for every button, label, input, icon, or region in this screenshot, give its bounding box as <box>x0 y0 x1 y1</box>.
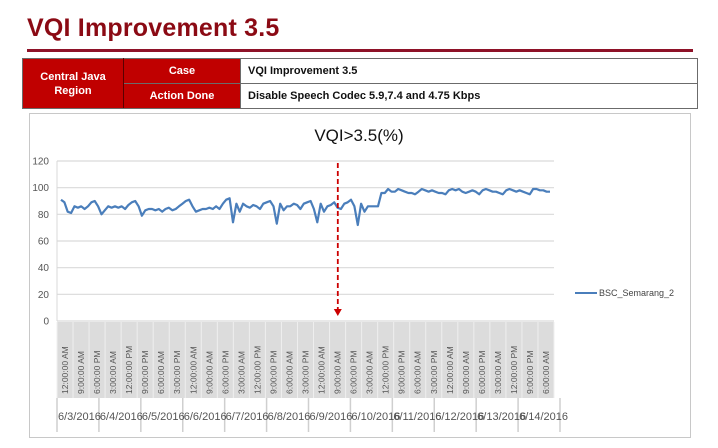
x-tick-label: 3:00:00 PM <box>301 351 311 394</box>
x-date-label: 6/3/2016 <box>58 411 101 423</box>
series-line <box>60 187 550 227</box>
y-tick-label: 60 <box>38 237 50 248</box>
y-tick-label: 100 <box>32 183 49 194</box>
x-tick-label: 9:00:00 PM <box>140 351 150 394</box>
x-tick-label: 6:00:00 PM <box>477 351 487 394</box>
x-tick-label: 12:00:00 AM <box>188 346 198 394</box>
x-tick-label: 12:00:00 PM <box>252 346 262 394</box>
x-date-label: 6/13/2016 <box>477 411 526 423</box>
x-tick-label: 9:00:00 AM <box>76 351 86 394</box>
x-tick-label: 3:00:00 AM <box>365 351 375 394</box>
x-tick-label: 6:00:00 AM <box>284 351 294 394</box>
legend-line-icon <box>575 292 597 294</box>
y-tick-label: 0 <box>43 317 49 328</box>
x-date-label: 6/5/2016 <box>142 411 185 423</box>
x-date-label: 6/11/2016 <box>393 411 441 423</box>
x-tick-label: 12:00:00 PM <box>124 346 134 394</box>
x-tick-label: 12:00:00 AM <box>60 346 70 394</box>
y-tick-label: 40 <box>38 263 50 274</box>
case-value: VQI Improvement 3.5 <box>240 58 698 84</box>
x-tick-label: 3:00:00 AM <box>493 351 503 394</box>
x-tick-label: 9:00:00 AM <box>204 351 214 394</box>
x-tick-label: 6:00:00 PM <box>92 351 102 394</box>
legend-label: BSC_Semarang_2 <box>599 288 675 298</box>
x-tick-label: 6:00:00 PM <box>349 351 359 394</box>
x-tick-label: 9:00:00 PM <box>525 351 535 394</box>
region-cell: Central Java Region <box>22 58 124 109</box>
x-date-label: 6/10/2016 <box>351 411 400 423</box>
y-tick-label: 120 <box>32 157 49 168</box>
x-tick-label: 6:00:00 AM <box>541 351 551 394</box>
x-date-label: 6/4/2016 <box>100 411 143 423</box>
x-date-label: 6/6/2016 <box>184 411 227 423</box>
x-tick-label: 12:00:00 PM <box>509 346 519 394</box>
x-tick-label: 6:00:00 PM <box>220 351 230 394</box>
x-tick-label: 9:00:00 PM <box>268 351 278 394</box>
x-date-label: 6/8/2016 <box>268 411 311 423</box>
info-table: Central Java Region Case VQI Improvement… <box>22 58 698 109</box>
x-date-label: 6/12/2016 <box>435 411 484 423</box>
x-tick-label: 3:00:00 AM <box>108 351 118 394</box>
action-value: Disable Speech Codec 5.9,7.4 and 4.75 Kb… <box>240 83 698 109</box>
x-tick-label: 9:00:00 AM <box>333 351 343 394</box>
chart-legend: BSC_Semarang_2 <box>575 288 674 298</box>
x-date-label: 6/9/2016 <box>310 411 353 423</box>
x-date-label: 6/7/2016 <box>226 411 269 423</box>
y-tick-label: 80 <box>38 210 50 221</box>
x-date-label: 6/14/2016 <box>519 411 568 423</box>
x-tick-label: 12:00:00 AM <box>317 346 327 394</box>
arrow-head-icon <box>333 309 342 316</box>
x-tick-label: 9:00:00 PM <box>397 351 407 394</box>
chart-title: VQI>3.5(%) <box>314 126 404 145</box>
title-divider <box>27 49 693 52</box>
action-label: Action Done <box>123 83 241 109</box>
page-title: VQI Improvement 3.5 <box>27 14 280 42</box>
y-tick-label: 20 <box>38 290 50 301</box>
x-tick-label: 12:00:00 AM <box>445 346 455 394</box>
x-tick-label: 12:00:00 PM <box>381 346 391 394</box>
x-tick-label: 9:00:00 AM <box>461 351 471 394</box>
x-axis-band <box>57 322 554 398</box>
x-tick-label: 3:00:00 PM <box>172 351 182 394</box>
x-tick-label: 6:00:00 AM <box>413 351 423 394</box>
x-tick-label: 3:00:00 PM <box>429 351 439 394</box>
x-tick-label: 6:00:00 AM <box>156 351 166 394</box>
x-tick-label: 3:00:00 AM <box>236 351 246 394</box>
